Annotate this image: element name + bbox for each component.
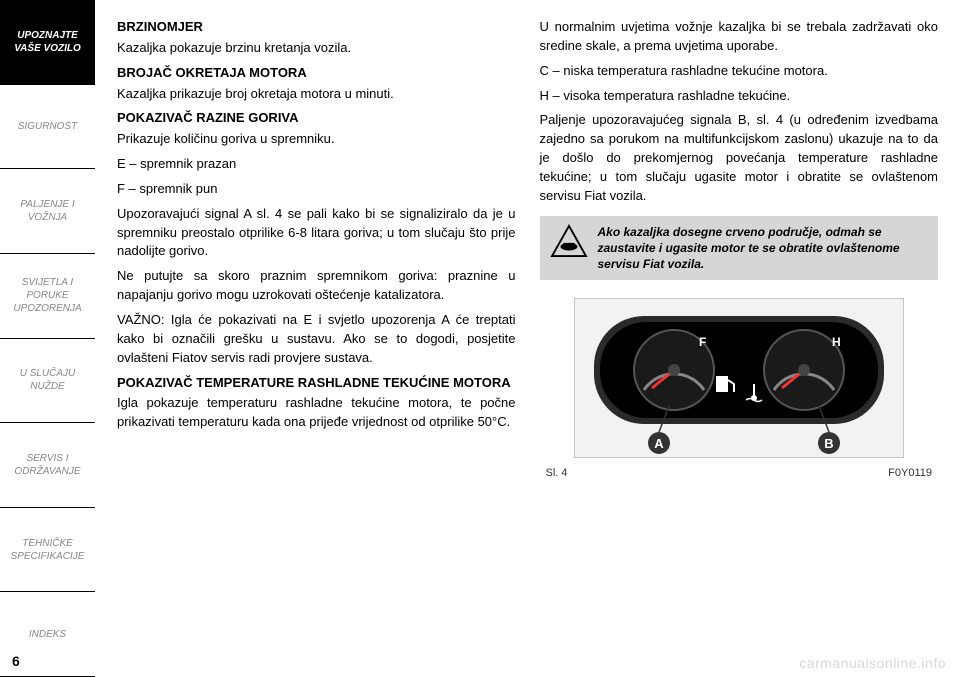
main-content: BRZINOMJER Kazaljka pokazuje brzinu kret… — [95, 0, 960, 677]
sidebar-item-tehnicke[interactable]: TEHNIČKE SPECIFIKACIJE — [0, 508, 95, 593]
sidebar-label: INDEKS — [29, 628, 66, 641]
sidebar-item-svijetla[interactable]: SVIJETLA I PORUKE UPOZORENJA — [0, 254, 95, 339]
sidebar-item-nuzde[interactable]: U SLUČAJU NUŽDE — [0, 339, 95, 424]
warning-text: Ako kazaljka dosegne crveno područje, od… — [598, 224, 929, 273]
gauge-panel-icon: F H A — [574, 298, 904, 458]
body-text: H – visoka temperatura rashladne tekućin… — [540, 87, 939, 106]
sidebar-label: PALJENJE I — [20, 198, 74, 211]
sidebar-item-upoznajte[interactable]: UPOZNAJTE VAŠE VOZILO — [0, 0, 95, 85]
body-text: Paljenje upozoravajućeg signala B, sl. 4… — [540, 111, 939, 205]
body-text: C – niska temperatura rashladne tekućine… — [540, 62, 939, 81]
sidebar-label: UPOZORENJA — [13, 302, 81, 315]
figure-4: F H A — [540, 298, 939, 482]
gauge-f-label: F — [699, 335, 706, 349]
sidebar-label: SERVIS I — [26, 452, 68, 465]
warning-triangle-icon — [550, 224, 588, 258]
body-text: F – spremnik pun — [117, 180, 516, 199]
heading-gorivo: POKAZIVAČ RAZINE GORIVA — [117, 109, 516, 128]
sidebar-label: SPECIFIKACIJE — [11, 550, 85, 563]
body-text: Ne putujte sa skoro praznim spremnikom g… — [117, 267, 516, 305]
sidebar-label: NUŽDE — [30, 380, 64, 393]
figure-code: F0Y0119 — [888, 466, 932, 482]
body-text: E – spremnik prazan — [117, 155, 516, 174]
body-text: Kazaljka prikazuje broj okretaja motora … — [117, 85, 516, 104]
sidebar-nav: UPOZNAJTE VAŠE VOZILO SIGURNOST PALJENJE… — [0, 0, 95, 677]
body-text: Kazaljka pokazuje brzinu kretanja vozila… — [117, 39, 516, 58]
gauge-h-label: H — [832, 335, 841, 349]
heading-brzinomjer: BRZINOMJER — [117, 18, 516, 37]
callout-b: B — [824, 436, 833, 451]
body-text: VAŽNO: Igla će pokazivati na E i svjetlo… — [117, 311, 516, 368]
body-text: Igla pokazuje temperaturu rashladne teku… — [117, 394, 516, 432]
body-text: Upozoravajući signal A sl. 4 se pali kak… — [117, 205, 516, 262]
sidebar-item-sigurnost[interactable]: SIGURNOST — [0, 85, 95, 170]
page-number: 6 — [12, 653, 20, 669]
heading-temperatura: POKAZIVAČ TEMPERATURE RASHLADNE TEKUĆINE… — [117, 374, 516, 393]
right-column: U normalnim uvjetima vožnje kazaljka bi … — [540, 18, 939, 667]
sidebar-label: TEHNIČKE — [22, 537, 73, 550]
body-text: Prikazuje količinu goriva u spremniku. — [117, 130, 516, 149]
sidebar-label: UPOZNAJTE — [17, 29, 78, 42]
watermark: carmanualsonline.info — [799, 655, 946, 671]
callout-a: A — [654, 436, 664, 451]
sidebar-item-paljenje[interactable]: PALJENJE I VOŽNJA — [0, 169, 95, 254]
sidebar-item-servis[interactable]: SERVIS I ODRŽAVANJE — [0, 423, 95, 508]
heading-brojac: BROJAČ OKRETAJA MOTORA — [117, 64, 516, 83]
warning-box: Ako kazaljka dosegne crveno područje, od… — [540, 216, 939, 281]
sidebar-label: U SLUČAJU — [20, 367, 76, 380]
sidebar-label: ODRŽAVANJE — [14, 465, 80, 478]
sidebar-label: VOŽNJA — [28, 211, 67, 224]
sidebar-label: SVIJETLA I PORUKE — [2, 276, 93, 302]
left-column: BRZINOMJER Kazaljka pokazuje brzinu kret… — [117, 18, 516, 667]
sidebar-label: VAŠE VOZILO — [14, 42, 81, 55]
body-text: U normalnim uvjetima vožnje kazaljka bi … — [540, 18, 939, 56]
figure-label: Sl. 4 — [546, 466, 568, 482]
sidebar-label: SIGURNOST — [18, 120, 77, 133]
